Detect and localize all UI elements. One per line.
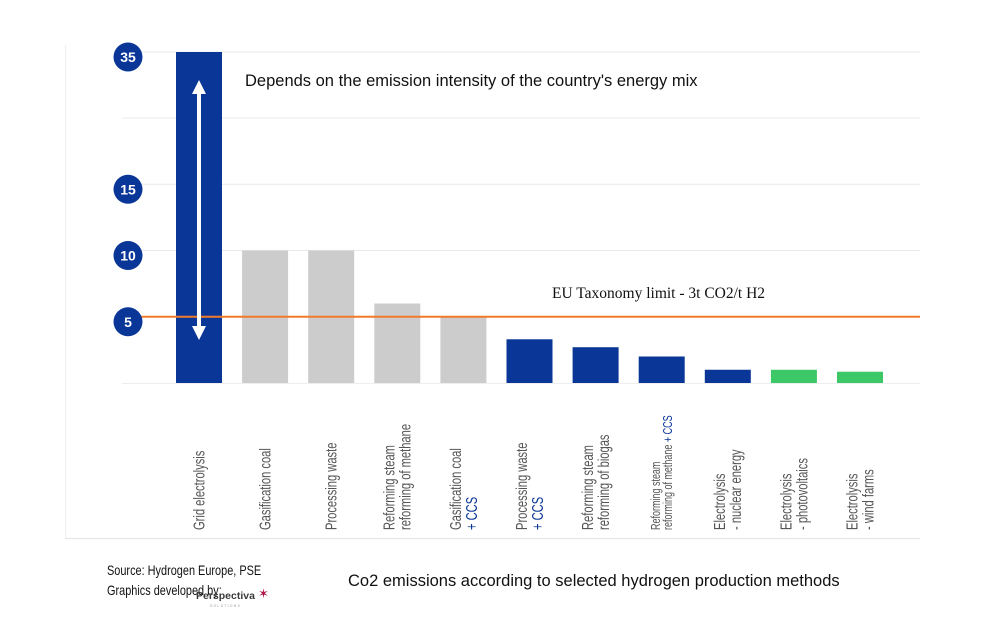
bar (837, 371, 883, 383)
x-axis-label-line: Reforming steam (381, 445, 398, 530)
x-axis-label: Electrolysis- photovoltaics (778, 458, 811, 530)
arrow-down-icon (192, 326, 206, 340)
y-tick-label: 10 (120, 248, 136, 264)
x-axis-label-line: reforming of methane (397, 424, 414, 530)
logo-subtitle: SOLUTIONS (209, 604, 241, 608)
x-axis-label: Gasification coal+ CCS (447, 448, 480, 530)
y-tick-label: 35 (120, 49, 136, 65)
y-tick-badge (113, 307, 143, 337)
chart-caption: Co2 emissions according to selected hydr… (348, 572, 840, 590)
x-axis-label: Electrolysis- nuclear energy (711, 449, 744, 530)
y-tick: 10 (113, 241, 143, 270)
bar (440, 316, 487, 383)
bar (638, 356, 685, 383)
bar (770, 369, 817, 383)
gridlines (122, 51, 920, 384)
x-axis-label-line: Processing waste (513, 443, 530, 530)
x-axis-label-line: - wind farms (860, 469, 877, 530)
y-tick-badge (113, 241, 143, 270)
arrow-up-icon (192, 80, 206, 94)
y-tick-label: 15 (120, 181, 136, 197)
perspectiva-logo: Perspectiva SOLUTIONS ✶ (196, 586, 269, 608)
x-axis-label-line: reforming of methane + CCS (662, 415, 676, 530)
y-tick: 15 (113, 174, 143, 204)
logo-wordmark: Perspectiva (196, 590, 255, 602)
chart-panel (65, 45, 920, 540)
y-tick-badge (113, 42, 143, 72)
credit-text: Graphics developed by: (107, 582, 222, 598)
x-axis-label-line: Grid electrolysis (191, 450, 208, 530)
reference-line-group: EU Taxonomy limit - 3t CO2/t H2 (120, 285, 920, 318)
x-axis-label: Processing waste+ CCS (513, 443, 546, 530)
y-tick: 35 (113, 42, 143, 72)
ccs-suffix: + CCS (463, 497, 480, 530)
ccs-suffix: + CCS (529, 497, 546, 530)
x-axis-label-line: Gasification coal (257, 448, 274, 530)
x-axis-label-line: Processing waste (323, 443, 340, 530)
x-axis-label-line: Reforming steam (579, 445, 596, 530)
bar (704, 369, 751, 383)
y-tick-badge (113, 174, 143, 204)
x-axis-label-line: Electrolysis (711, 473, 728, 530)
x-axis-label: Processing waste (323, 443, 340, 530)
bar (572, 347, 619, 383)
x-axis-label-line: reforming of biogas (595, 434, 612, 530)
x-axis-label: Gasification coal (257, 448, 274, 530)
y-tick: 5 (113, 307, 143, 337)
source-text: Source: Hydrogen Europe, PSE (107, 562, 262, 578)
star-icon: ✶ (257, 586, 269, 601)
x-axis-label-line: Gasification coal (447, 448, 464, 530)
x-axis-label-line: - photovoltaics (794, 458, 811, 530)
bar (506, 339, 553, 383)
x-axis-label: Grid electrolysis (191, 450, 208, 530)
x-axis-labels: Grid electrolysis Gasification coal Proces… (191, 415, 877, 530)
x-axis-label: Electrolysis- wind farms (844, 469, 877, 530)
ccs-suffix: + CCS (662, 415, 676, 444)
bar (374, 303, 421, 383)
x-axis-label-line: Reforming steam (650, 462, 664, 530)
annotation-text: Depends on the emission intensity of the… (245, 72, 698, 90)
x-axis-label-line: - nuclear energy (727, 449, 744, 530)
x-axis-label-line: Electrolysis (778, 473, 795, 530)
source-block: Source: Hydrogen Europe, PSE Graphics de… (107, 560, 261, 600)
bars (176, 52, 883, 383)
y-axis-ticks: 5 10 15 35 (113, 42, 143, 337)
reference-line-label: EU Taxonomy limit - 3t CO2/t H2 (552, 285, 765, 302)
annotation-group: Depends on the emission intensity of the… (192, 72, 698, 340)
x-axis-label-line: Electrolysis (844, 473, 861, 530)
y-tick-label: 5 (124, 314, 132, 330)
